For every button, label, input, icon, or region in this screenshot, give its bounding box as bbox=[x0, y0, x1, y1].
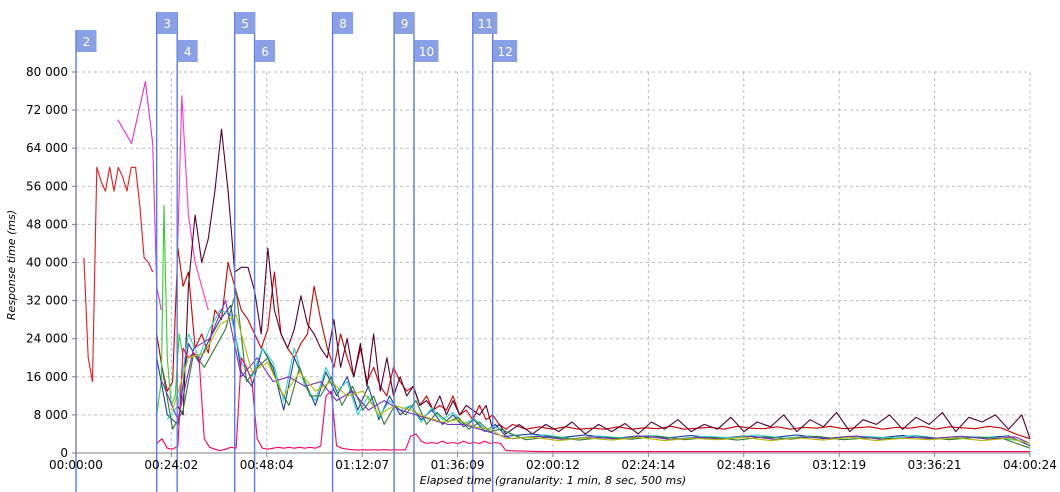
y-tick-label: 72 000 bbox=[26, 103, 68, 117]
x-tick-label: 00:48:04 bbox=[240, 458, 294, 472]
x-tick-label: 01:12:07 bbox=[335, 458, 389, 472]
y-axis-title: Response time (ms) bbox=[5, 210, 18, 320]
event-marker-label: 10 bbox=[419, 45, 434, 59]
series-line-5 bbox=[176, 128, 1031, 439]
y-tick-label: 0 bbox=[60, 446, 68, 460]
event-marker-label: 8 bbox=[339, 17, 347, 31]
y-tick-label: 64 000 bbox=[26, 141, 68, 155]
event-marker-label: 11 bbox=[478, 17, 493, 31]
axes: 0 8 000 16 000 24 000 32 000 40 000 48 000 56 0… bbox=[26, 65, 1057, 472]
series-line-12 bbox=[172, 314, 1031, 445]
y-tick-label: 40 000 bbox=[26, 256, 68, 270]
series-line-6 bbox=[156, 204, 184, 415]
series-layer bbox=[83, 80, 1031, 453]
event-marker-box bbox=[235, 12, 256, 34]
y-tick-label: 80 000 bbox=[26, 65, 68, 79]
x-tick-label: 02:00:12 bbox=[526, 458, 580, 472]
x-axis-title: Elapsed time (granularity: 1 min, 8 sec,… bbox=[420, 474, 686, 487]
x-tick-label: 00:24:02 bbox=[144, 458, 198, 472]
event-marker-box bbox=[493, 40, 518, 62]
series-line-7 bbox=[156, 304, 1031, 447]
y-tick-label: 16 000 bbox=[26, 370, 68, 384]
series-line-10 bbox=[156, 347, 1030, 453]
event-marker-label: 12 bbox=[498, 45, 513, 59]
series-line-1 bbox=[83, 166, 154, 383]
event-marker-box bbox=[255, 40, 276, 62]
x-tick-label: 02:24:14 bbox=[621, 458, 675, 472]
series-line-11 bbox=[161, 300, 1031, 445]
x-tick-label: 04:00:24 bbox=[1003, 458, 1057, 472]
grid bbox=[76, 71, 1031, 453]
event-marker-label: 2 bbox=[83, 35, 91, 49]
series-line-3 bbox=[176, 95, 209, 311]
event-marker-label: 4 bbox=[184, 45, 192, 59]
event-marker-box bbox=[473, 12, 498, 34]
x-tick-label: 01:36:09 bbox=[431, 458, 485, 472]
event-marker-box bbox=[414, 40, 439, 62]
event-marker-label: 6 bbox=[261, 45, 269, 59]
event-marker-box bbox=[333, 12, 354, 34]
y-tick-label: 48 000 bbox=[26, 217, 68, 231]
event-marker-box bbox=[76, 30, 97, 52]
series-line-2 bbox=[117, 80, 162, 311]
event-marker-box bbox=[394, 12, 415, 34]
y-tick-label: 56 000 bbox=[26, 179, 68, 193]
event-marker-label: 3 bbox=[163, 17, 171, 31]
event-marker-box bbox=[157, 12, 178, 34]
x-tick-label: 02:48:16 bbox=[717, 458, 771, 472]
event-marker-box bbox=[177, 40, 198, 62]
x-tick-label: 03:12:19 bbox=[812, 458, 866, 472]
y-tick-label: 24 000 bbox=[26, 332, 68, 346]
event-marker-label: 9 bbox=[401, 17, 409, 31]
event-markers: 2 34 56 8 9 10 11 12 bbox=[75, 12, 518, 492]
event-marker-label: 5 bbox=[241, 17, 249, 31]
series-line-4 bbox=[156, 247, 1031, 440]
x-tick-label: 00:00:00 bbox=[49, 458, 103, 472]
y-tick-label: 32 000 bbox=[26, 294, 68, 308]
y-tick-label: 8 000 bbox=[34, 408, 68, 422]
x-tick-label: 03:36:21 bbox=[908, 458, 962, 472]
series-line-8 bbox=[166, 309, 1022, 442]
